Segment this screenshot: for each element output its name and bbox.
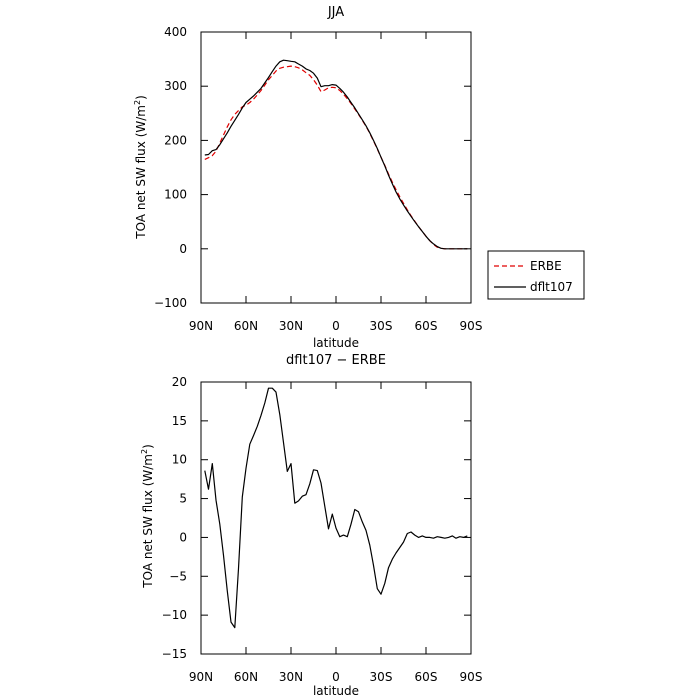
bottom-chart-x-tick-label: 30N <box>279 670 303 684</box>
bottom-chart-y-axis-label-sup: 2 <box>140 449 149 454</box>
bottom-chart-x-tick-label: 90N <box>189 670 213 684</box>
legend-label-dflt107: dflt107 <box>530 280 573 294</box>
bottom-chart-y-tick-label: 20 <box>172 375 187 389</box>
top-chart-x-tick-label: 60N <box>234 319 258 333</box>
top-chart-y-tick-label: −100 <box>154 296 187 310</box>
top-chart-y-axis-label-close: ) <box>134 95 148 100</box>
legend-box <box>487 250 585 300</box>
bottom-chart-y-tick-label: 10 <box>172 453 187 467</box>
legend: ERBE dflt107 <box>487 250 585 300</box>
bottom-chart-x-tick-label: 0 <box>332 670 340 684</box>
top-chart-y-axis-label-text: TOA net SW flux (W/m <box>134 105 148 240</box>
bottom-chart-y-tick-label: 5 <box>179 492 187 506</box>
top-chart-x-tick-label: 60S <box>415 319 438 333</box>
top-chart-x-tick-label: 90N <box>189 319 213 333</box>
top-chart-y-tick-label: 100 <box>164 188 187 202</box>
bottom-chart-y-axis-label: TOA net SW flux (W/m2) <box>140 444 155 589</box>
bottom-chart-series-line-difference <box>204 387 468 629</box>
top-chart-x-tick-label: 30N <box>279 319 303 333</box>
top-chart-title: JJA <box>327 5 344 20</box>
bottom-chart-x-tick-label: 90S <box>460 670 483 684</box>
top-chart-x-axis-label: latitude <box>313 336 359 350</box>
top-chart-series-line-dflt107 <box>204 59 468 250</box>
bottom-chart-y-tick-label: 0 <box>179 530 187 544</box>
top-chart-series-line-erbe <box>204 65 468 250</box>
bottom-chart-x-axis-label: latitude <box>313 684 359 698</box>
bottom-chart-y-tick-label: −10 <box>162 608 187 622</box>
top-chart-x-tick-label: 0 <box>332 319 340 333</box>
bottom-chart-y-axis-label-close: ) <box>141 444 155 449</box>
top-chart-y-tick-label: 0 <box>179 242 187 256</box>
bottom-chart-y-tick-label: −15 <box>162 647 187 661</box>
top-chart-ticks: 90N 60N 30N 0 30S 60S 90S −100 0 100 200 300 400 <box>154 25 482 333</box>
bottom-chart: dflt107 − ERBE 90N 60N 30N 0 30S 60S 90S −15 −10… <box>140 353 482 698</box>
top-chart-y-axis-label-sup: 2 <box>133 100 142 105</box>
top-chart-x-tick-label: 30S <box>370 319 393 333</box>
bottom-chart-x-tick-label: 60N <box>234 670 258 684</box>
bottom-chart-title: dflt107 − ERBE <box>286 353 386 368</box>
bottom-chart-x-tick-label: 30S <box>370 670 393 684</box>
bottom-chart-x-tick-label: 60S <box>415 670 438 684</box>
top-chart-lines <box>204 59 468 250</box>
top-chart-frame <box>200 31 472 304</box>
top-chart-y-tick-label: 200 <box>164 133 187 147</box>
bottom-chart-lines <box>204 387 468 629</box>
bottom-chart-y-tick-label: 15 <box>172 414 187 428</box>
top-chart-y-axis-label: TOA net SW flux (W/m2) <box>133 95 148 240</box>
bottom-chart-ticks: 90N 60N 30N 0 30S 60S 90S −15 −10 −5 0 5 10 15 20 <box>162 375 483 684</box>
top-chart: JJA 90N 60N 30N 0 30S 60S 90S −100 0 100 200 300 400… <box>133 5 585 350</box>
legend-label-erbe: ERBE <box>530 259 562 273</box>
bottom-chart-y-axis-label-text: TOA net SW flux (W/m <box>141 454 155 589</box>
top-chart-y-tick-label: 400 <box>164 25 187 39</box>
bottom-chart-y-tick-label: −5 <box>169 569 187 583</box>
top-chart-y-tick-label: 300 <box>164 79 187 93</box>
top-chart-x-tick-label: 90S <box>460 319 483 333</box>
